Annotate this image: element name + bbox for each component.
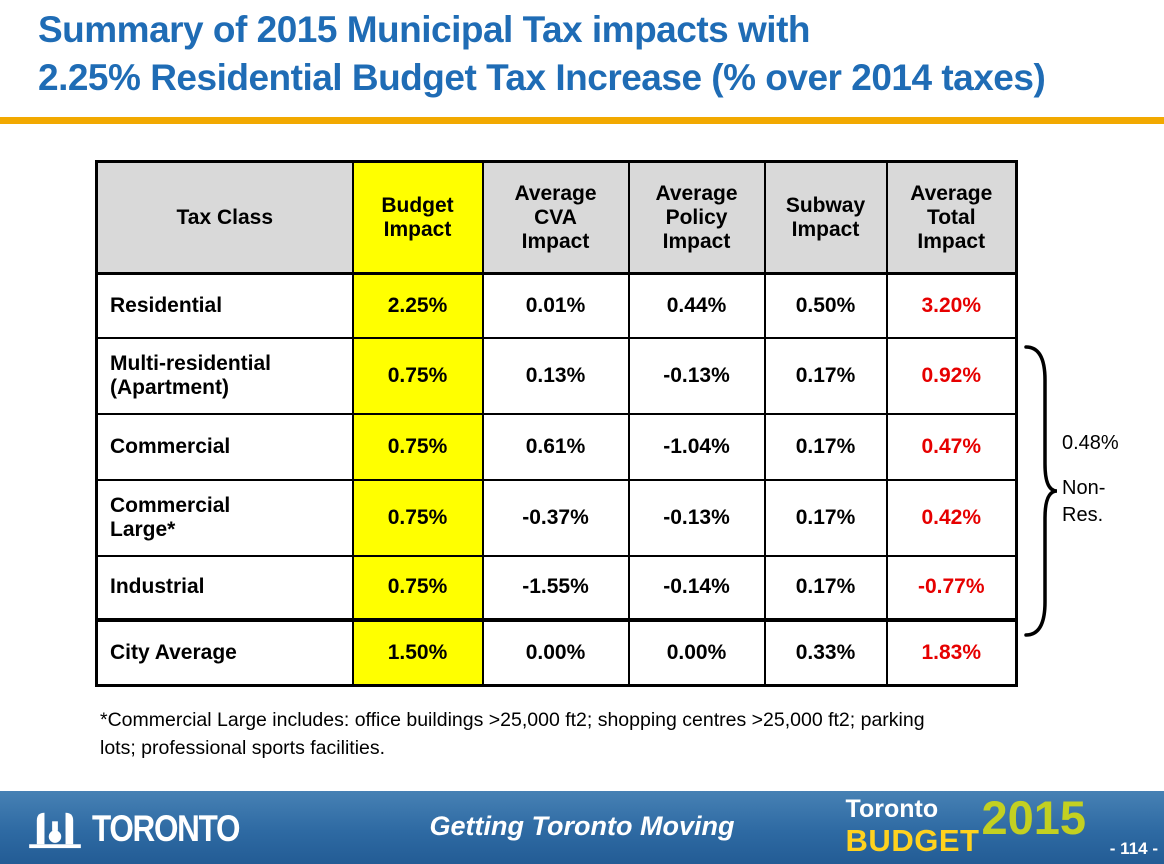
col-header-budget-impact: Budget Impact xyxy=(351,160,484,275)
page-title: Summary of 2015 Municipal Tax impacts wi… xyxy=(38,6,1046,102)
row-label: Commercial xyxy=(95,412,354,481)
col-header-average-total-impact: Average Total Impact xyxy=(885,160,1018,275)
value-cell: 0.61% xyxy=(481,412,630,481)
footer-bar: TORONTO Getting Toronto Moving Toronto B… xyxy=(0,791,1164,864)
row-label: Residential xyxy=(95,272,354,339)
value-cell: 0.47% xyxy=(885,412,1018,481)
value-cell: -0.13% xyxy=(627,478,766,557)
value-cell: -1.04% xyxy=(627,412,766,481)
row-label: Multi-residential (Apartment) xyxy=(95,336,354,415)
value-cell: 3.20% xyxy=(885,272,1018,339)
row-label: Commercial Large* xyxy=(95,478,354,557)
col-header-average-policy-impact: Average Policy Impact xyxy=(627,160,766,275)
table-row-industrial: Industrial 0.75% -1.55% -0.14% 0.17% -0.… xyxy=(95,554,1018,621)
value-cell: 0.42% xyxy=(885,478,1018,557)
table-row-commercial-large: Commercial Large* 0.75% -0.37% -0.13% 0.… xyxy=(95,478,1018,557)
value-cell: 0.17% xyxy=(763,478,888,557)
value-cell: 0.00% xyxy=(481,617,630,687)
value-cell: 0.00% xyxy=(627,617,766,687)
value-cell: -1.55% xyxy=(481,554,630,621)
table-row-city-average: City Average 1.50% 0.00% 0.00% 0.33% 1.8… xyxy=(95,617,1018,687)
table-row-multi-residential: Multi-residential (Apartment) 0.75% 0.13… xyxy=(95,336,1018,415)
value-cell: 0.92% xyxy=(885,336,1018,415)
value-cell: 0.13% xyxy=(481,336,630,415)
title-divider xyxy=(0,117,1164,124)
non-res-annotation: 0.48% Non- Res. xyxy=(1062,430,1162,529)
title-line-2: 2.25% Residential Budget Tax Increase (%… xyxy=(38,57,1046,99)
value-cell: -0.77% xyxy=(885,554,1018,621)
value-cell: 0.17% xyxy=(763,412,888,481)
value-cell: 0.44% xyxy=(627,272,766,339)
table-row-residential: Residential 2.25% 0.01% 0.44% 0.50% 3.20… xyxy=(95,272,1018,339)
row-label: City Average xyxy=(95,617,354,687)
brand-budget-text: BUDGET xyxy=(845,823,980,859)
value-cell: 0.17% xyxy=(763,554,888,621)
value-cell: -0.37% xyxy=(481,478,630,557)
col-header-average-cva-impact: Average CVA Impact xyxy=(481,160,630,275)
value-cell: 0.75% xyxy=(351,478,484,557)
footnote: *Commercial Large includes: office build… xyxy=(100,709,925,760)
non-res-brace xyxy=(1024,345,1058,637)
value-cell: 0.75% xyxy=(351,336,484,415)
row-label: Industrial xyxy=(95,554,354,621)
budget-2015-brand: Toronto BUDGET 2015 xyxy=(845,791,1086,859)
title-line-1: Summary of 2015 Municipal Tax impacts wi… xyxy=(38,9,811,50)
value-cell: 0.75% xyxy=(351,554,484,621)
col-header-subway-impact: Subway Impact xyxy=(763,160,888,275)
value-cell: 0.01% xyxy=(481,272,630,339)
value-cell: -0.14% xyxy=(627,554,766,621)
page-number: - 114 - xyxy=(1109,839,1158,858)
toronto-wordmark: TORONTO xyxy=(92,807,240,849)
value-cell: -0.13% xyxy=(627,336,766,415)
value-cell: 1.50% xyxy=(351,617,484,687)
toronto-logo: TORONTO xyxy=(26,806,265,850)
brand-toronto-text: Toronto xyxy=(845,795,939,823)
value-cell: 2.25% xyxy=(351,272,484,339)
brand-year-text: 2015 xyxy=(981,791,1086,844)
value-cell: 0.75% xyxy=(351,412,484,481)
col-header-tax-class: Tax Class xyxy=(95,160,354,275)
non-res-label: Non- Res. xyxy=(1062,477,1106,526)
toronto-city-hall-icon xyxy=(29,812,81,849)
value-cell: 1.83% xyxy=(885,617,1018,687)
table-header-row: Tax Class Budget Impact Average CVA Impa… xyxy=(95,160,1018,275)
value-cell: 0.50% xyxy=(763,272,888,339)
tax-impact-table: Tax Class Budget Impact Average CVA Impa… xyxy=(95,160,1018,687)
footer-slogan: Getting Toronto Moving xyxy=(429,811,735,841)
value-cell: 0.17% xyxy=(763,336,888,415)
non-res-value: 0.48% xyxy=(1062,432,1119,454)
value-cell: 0.33% xyxy=(763,617,888,687)
table-row-commercial: Commercial 0.75% 0.61% -1.04% 0.17% 0.47… xyxy=(95,412,1018,481)
